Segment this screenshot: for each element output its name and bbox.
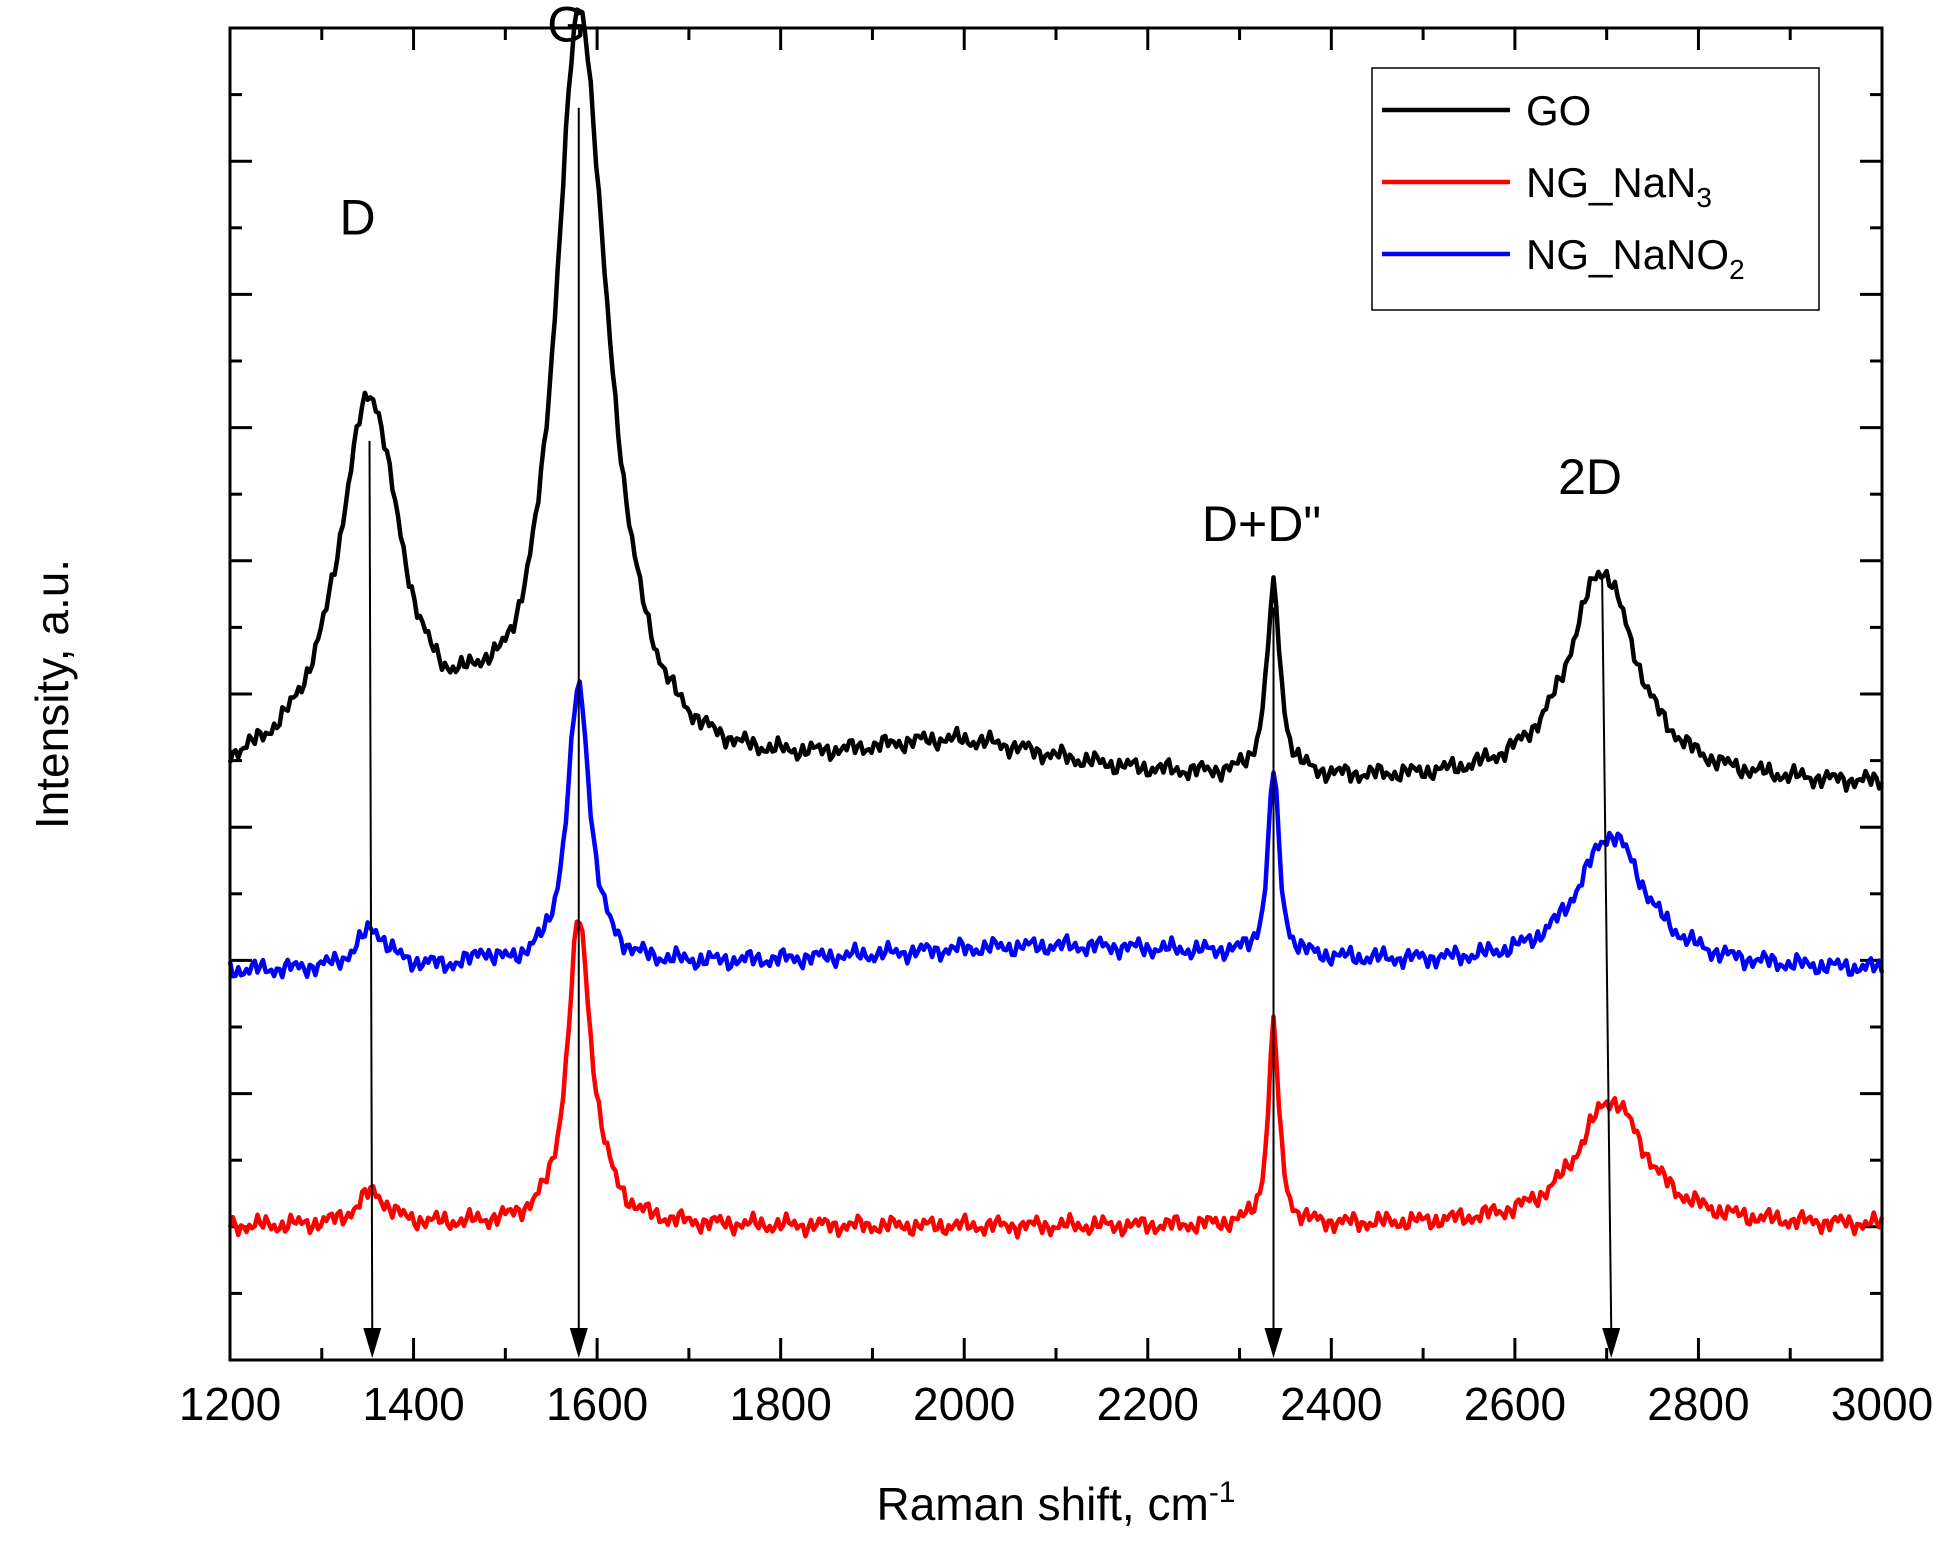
peak-arrow-head	[1602, 1328, 1621, 1358]
x-tick-label: 1600	[546, 1378, 648, 1430]
x-tick-label: 2600	[1464, 1378, 1566, 1430]
x-tick-label: 2000	[913, 1378, 1015, 1430]
x-tick-label: 2400	[1280, 1378, 1382, 1430]
legend-label-nano2: NG_NaNO2	[1526, 231, 1745, 285]
legend-label-nan3: NG_NaN3	[1526, 159, 1712, 213]
x-axis-title-main: Raman shift, cm	[877, 1478, 1209, 1530]
legend: GO NG_NaN3 NG_NaNO2	[1371, 67, 1820, 311]
x-axis-ticks	[228, 28, 1884, 1360]
y-axis-title: Intensity, a.u.	[26, 559, 78, 829]
peak-label: D	[339, 189, 375, 245]
x-tick-label: 1800	[729, 1378, 831, 1430]
peak-arrow-head	[363, 1328, 382, 1358]
peak-arrows	[363, 107, 1621, 1358]
peak-arrow-head	[569, 1328, 588, 1358]
legend-label-go: GO	[1526, 87, 1591, 134]
series-line-nano2	[227, 679, 1885, 980]
x-tick-label: 1400	[362, 1378, 464, 1430]
series-line-nan3	[227, 919, 1885, 1240]
x-tick-label: 2200	[1097, 1378, 1199, 1430]
x-tick-labels: 1200 1400 1600 1800 2000 2200 2400 2600 2800 3000	[179, 1378, 1933, 1430]
peak-arrow-head	[1264, 1328, 1283, 1358]
x-axis-title-superscript: -1	[1209, 1476, 1236, 1509]
peak-label: 2D	[1558, 449, 1622, 505]
series-layer	[227, 7, 1885, 1240]
series-line-go	[227, 7, 1885, 793]
peak-arrow-shaft	[368, 440, 374, 1331]
plot-frame	[228, 26, 1884, 1362]
x-tick-label: 3000	[1831, 1378, 1933, 1430]
peak-label: G	[547, 0, 586, 52]
peak-label: D+D"	[1202, 496, 1321, 552]
x-tick-label: 1200	[179, 1378, 281, 1430]
peak-labels: D G D+D" 2D	[339, 0, 1622, 552]
peak-arrow-shaft	[1601, 574, 1613, 1331]
x-tick-label: 2800	[1647, 1378, 1749, 1430]
x-axis-title: Raman shift, cm-1	[877, 1476, 1236, 1530]
